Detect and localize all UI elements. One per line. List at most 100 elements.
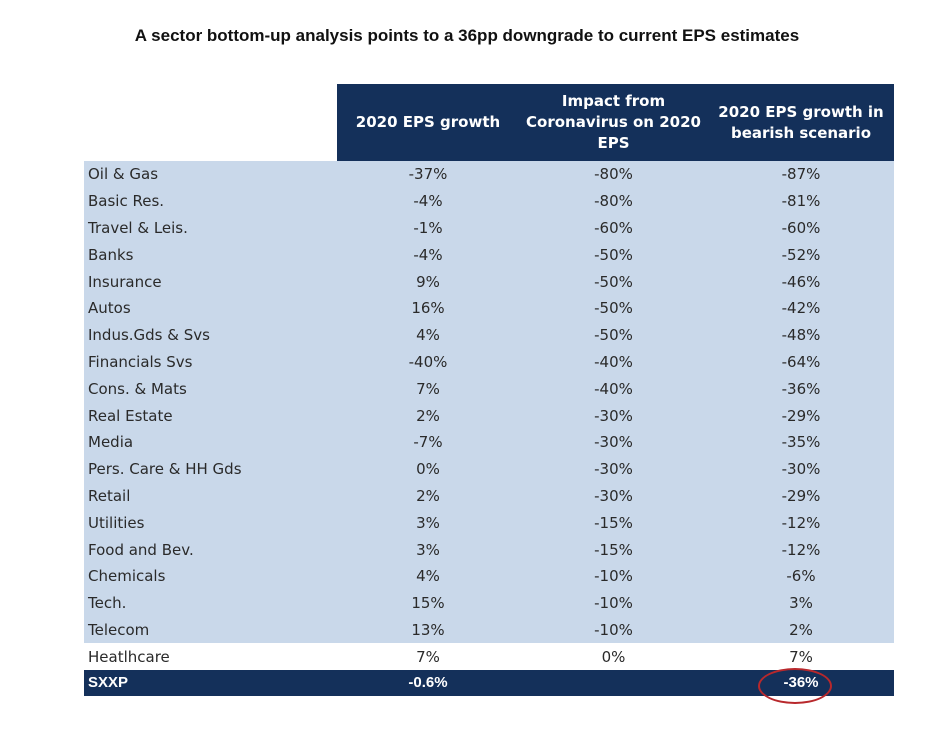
cell-coronavirus-impact: -15% xyxy=(519,509,708,537)
table-body: Oil & Gas -37% -80% -87% Basic Res. -4% -80% -8… xyxy=(84,161,894,697)
cell-eps-growth: 3% xyxy=(337,509,519,537)
cell-coronavirus-impact: -80% xyxy=(519,187,708,215)
table-row: Food and Bev. 3% -15% -12% xyxy=(84,536,894,563)
cell-eps-growth: 15% xyxy=(337,589,519,617)
cell-sector: Autos xyxy=(84,294,337,322)
cell-coronavirus-impact: -15% xyxy=(519,536,708,563)
table-row: Autos 16% -50% -42% xyxy=(84,294,894,322)
cell-coronavirus-impact: -80% xyxy=(519,161,708,188)
cell-eps-growth: -4% xyxy=(337,241,519,269)
cell-bearish-growth: -81% xyxy=(708,187,894,215)
table-row: Pers. Care & HH Gds 0% -30% -30% xyxy=(84,455,894,483)
cell-coronavirus-impact: -50% xyxy=(519,268,708,295)
table-row: Heatlhcare 7% 0% 7% xyxy=(84,643,894,671)
cell-eps-growth: 2% xyxy=(337,402,519,429)
cell-bearish-growth: -12% xyxy=(708,536,894,563)
header-bearish-growth: 2020 EPS growth in bearish scenario xyxy=(708,84,894,161)
cell-sector: Retail xyxy=(84,482,337,510)
cell-bearish-growth: -36% xyxy=(708,670,894,697)
cell-sector: SXXP xyxy=(84,670,337,697)
cell-eps-growth: -4% xyxy=(337,187,519,215)
table-row: Utilities 3% -15% -12% xyxy=(84,509,894,537)
table-row: Insurance 9% -50% -46% xyxy=(84,268,894,295)
cell-sector: Travel & Leis. xyxy=(84,214,337,242)
cell-coronavirus-impact xyxy=(519,670,708,697)
cell-eps-growth: 4% xyxy=(337,562,519,590)
cell-sector: Real Estate xyxy=(84,402,337,429)
cell-bearish-growth: 3% xyxy=(708,589,894,617)
cell-bearish-growth: -64% xyxy=(708,348,894,376)
chart-title: A sector bottom-up analysis points to a … xyxy=(134,26,800,45)
cell-coronavirus-impact: -40% xyxy=(519,375,708,403)
cell-sector: Pers. Care & HH Gds xyxy=(84,455,337,483)
cell-coronavirus-impact: -30% xyxy=(519,455,708,483)
cell-eps-growth: 13% xyxy=(337,616,519,644)
cell-bearish-growth: -60% xyxy=(708,214,894,242)
eps-table: 2020 EPS growth Impact from Coronavirus … xyxy=(84,84,894,697)
cell-sector: Cons. & Mats xyxy=(84,375,337,403)
cell-bearish-growth: -29% xyxy=(708,402,894,429)
table-row: Chemicals 4% -10% -6% xyxy=(84,562,894,590)
table-row: Cons. & Mats 7% -40% -36% xyxy=(84,375,894,403)
table-row: Media -7% -30% -35% xyxy=(84,428,894,456)
cell-bearish-growth: -87% xyxy=(708,161,894,188)
cell-eps-growth: 16% xyxy=(337,294,519,322)
cell-sector: Oil & Gas xyxy=(84,161,337,188)
cell-sector: Financials Svs xyxy=(84,348,337,376)
cell-bearish-growth: -48% xyxy=(708,321,894,349)
cell-sector: Telecom xyxy=(84,616,337,644)
cell-sector: Media xyxy=(84,428,337,456)
cell-bearish-growth: -12% xyxy=(708,509,894,537)
cell-bearish-growth: 2% xyxy=(708,616,894,644)
cell-eps-growth: -40% xyxy=(337,348,519,376)
cell-coronavirus-impact: -30% xyxy=(519,402,708,429)
cell-eps-growth: 0% xyxy=(337,455,519,483)
cell-bearish-growth: -42% xyxy=(708,294,894,322)
cell-sector: Food and Bev. xyxy=(84,536,337,563)
cell-sector: Heatlhcare xyxy=(84,643,337,671)
cell-sector: Tech. xyxy=(84,589,337,617)
table-row: Travel & Leis. -1% -60% -60% xyxy=(84,214,894,242)
cell-sector: Banks xyxy=(84,241,337,269)
cell-coronavirus-impact: -50% xyxy=(519,321,708,349)
cell-coronavirus-impact: -10% xyxy=(519,616,708,644)
cell-bearish-growth: -52% xyxy=(708,241,894,269)
cell-coronavirus-impact: -50% xyxy=(519,294,708,322)
cell-coronavirus-impact: -40% xyxy=(519,348,708,376)
cell-bearish-growth: -29% xyxy=(708,482,894,510)
table-row: Real Estate 2% -30% -29% xyxy=(84,402,894,429)
cell-bearish-growth: -6% xyxy=(708,562,894,590)
cell-eps-growth: -1% xyxy=(337,214,519,242)
cell-eps-growth: 4% xyxy=(337,321,519,349)
cell-bearish-growth: -46% xyxy=(708,268,894,295)
header-sector xyxy=(84,84,337,161)
cell-sector: Utilities xyxy=(84,509,337,537)
cell-eps-growth: -7% xyxy=(337,428,519,456)
cell-eps-growth: 7% xyxy=(337,375,519,403)
cell-coronavirus-impact: -50% xyxy=(519,241,708,269)
cell-bearish-growth: -36% xyxy=(708,375,894,403)
cell-coronavirus-impact: -30% xyxy=(519,482,708,510)
table-header-row: 2020 EPS growth Impact from Coronavirus … xyxy=(84,84,894,161)
cell-eps-growth: 3% xyxy=(337,536,519,563)
cell-eps-growth: 7% xyxy=(337,643,519,671)
cell-bearish-growth: -35% xyxy=(708,428,894,456)
cell-coronavirus-impact: 0% xyxy=(519,643,708,671)
cell-sector: Insurance xyxy=(84,268,337,295)
table-row: Financials Svs -40% -40% -64% xyxy=(84,348,894,376)
cell-sector: Indus.Gds & Svs xyxy=(84,321,337,349)
table-row: Tech. 15% -10% 3% xyxy=(84,589,894,617)
cell-coronavirus-impact: -10% xyxy=(519,562,708,590)
cell-sector: Basic Res. xyxy=(84,187,337,215)
cell-sector: Chemicals xyxy=(84,562,337,590)
cell-eps-growth: -37% xyxy=(337,161,519,188)
cell-eps-growth: 9% xyxy=(337,268,519,295)
cell-coronavirus-impact: -10% xyxy=(519,589,708,617)
header-coronavirus-impact: Impact from Coronavirus on 2020 EPS xyxy=(519,84,708,161)
table-row: Basic Res. -4% -80% -81% xyxy=(84,187,894,215)
table-row: Oil & Gas -37% -80% -87% xyxy=(84,161,894,188)
table-row: Indus.Gds & Svs 4% -50% -48% xyxy=(84,321,894,349)
cell-bearish-growth: -30% xyxy=(708,455,894,483)
cell-eps-growth: 2% xyxy=(337,482,519,510)
cell-bearish-growth: 7% xyxy=(708,643,894,671)
